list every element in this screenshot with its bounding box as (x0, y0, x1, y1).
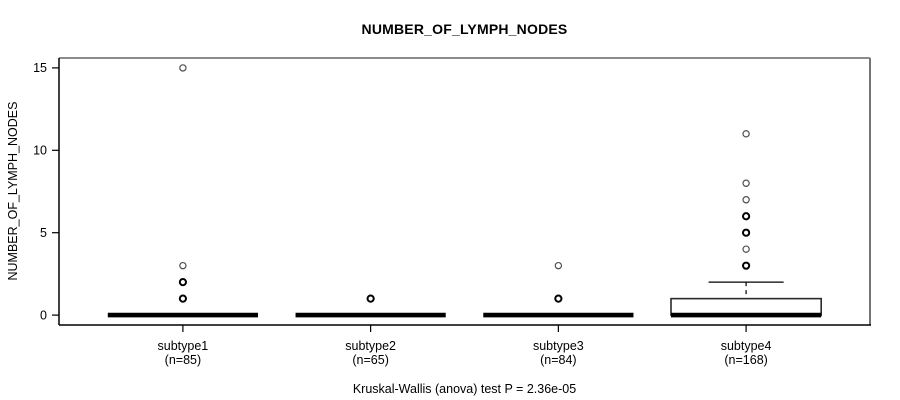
y-tick-label: 5 (40, 226, 47, 240)
outlier-point (742, 245, 750, 253)
chart-title: NUMBER_OF_LYMPH_NODES (361, 21, 568, 37)
outlier-point (741, 228, 751, 237)
outlier-point (554, 294, 563, 303)
y-tick-label: 0 (40, 308, 47, 322)
y-tick-label: 15 (33, 61, 47, 75)
outlier-point (179, 64, 187, 72)
x-group-count: (n=85) (165, 353, 201, 367)
x-group-label: subtype4 (721, 339, 772, 353)
outlier-point (742, 130, 750, 138)
outlier-point (741, 261, 751, 270)
y-tick-label: 10 (33, 143, 47, 157)
outlier-point (178, 294, 188, 303)
x-group-count: (n=168) (724, 353, 767, 367)
y-axis-label: NUMBER_OF_LYMPH_NODES (6, 101, 20, 281)
x-group-count: (n=65) (352, 353, 388, 367)
outlier-point (179, 261, 187, 270)
outlier-point (178, 278, 188, 287)
outlier-point (742, 196, 750, 204)
outlier-point (366, 294, 375, 303)
outlier-point (554, 261, 563, 270)
x-group-count: (n=84) (540, 353, 576, 367)
x-group-label: subtype1 (158, 339, 209, 353)
outlier-point (742, 179, 750, 187)
stats-caption: Kruskal-Wallis (anova) test P = 2.36e-05 (352, 382, 577, 396)
box-subtype4 (670, 297, 822, 316)
x-group-label: subtype2 (345, 339, 396, 353)
outlier-point (741, 212, 751, 221)
x-group-label: subtype3 (533, 339, 584, 353)
